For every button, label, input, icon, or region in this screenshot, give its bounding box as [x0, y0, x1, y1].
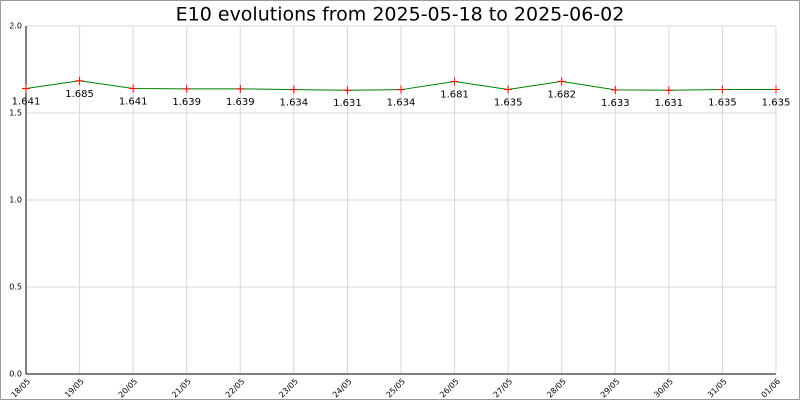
- y-tick-label: 0.5: [9, 283, 22, 292]
- data-label: 1.639: [226, 97, 255, 108]
- marker: [664, 86, 673, 95]
- y-tick-label: 1.5: [9, 109, 22, 118]
- data-label: 1.682: [547, 89, 576, 100]
- y-tick-label: 0.0: [9, 370, 22, 379]
- marker: [75, 76, 84, 85]
- data-label: 1.634: [280, 98, 309, 109]
- y-tick-label: 1.0: [9, 196, 22, 205]
- y-tick-label: 2.0: [9, 22, 22, 31]
- marker: [772, 85, 780, 94]
- marker: [182, 84, 191, 93]
- data-label: 1.639: [172, 97, 201, 108]
- chart-title: E10 evolutions from 2025-05-18 to 2025-0…: [176, 4, 625, 26]
- data-label: 1.635: [708, 98, 737, 109]
- data-label: 1.635: [762, 98, 791, 109]
- data-label: 1.641: [119, 96, 148, 107]
- marker: [504, 85, 513, 94]
- marker: [557, 77, 566, 86]
- marker: [289, 85, 298, 94]
- data-label: 1.631: [333, 98, 362, 109]
- data-label: 1.635: [494, 98, 523, 109]
- data-label: 1.633: [601, 98, 630, 109]
- data-label: 1.681: [440, 90, 469, 101]
- data-label: 1.634: [387, 98, 416, 109]
- marker: [718, 85, 727, 94]
- data-label: 1.641: [12, 96, 41, 107]
- marker: [397, 85, 405, 94]
- marker: [611, 85, 620, 94]
- marker: [450, 77, 459, 86]
- data-label: 1.631: [655, 98, 684, 109]
- marker: [236, 84, 245, 93]
- data-label: 1.685: [65, 89, 94, 100]
- marker: [129, 84, 138, 93]
- marker: [22, 84, 30, 93]
- marker: [343, 86, 352, 95]
